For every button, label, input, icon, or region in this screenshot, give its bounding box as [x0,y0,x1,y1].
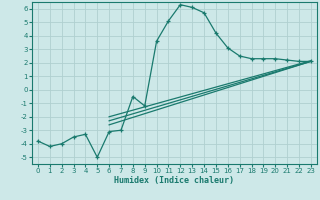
X-axis label: Humidex (Indice chaleur): Humidex (Indice chaleur) [115,176,234,185]
